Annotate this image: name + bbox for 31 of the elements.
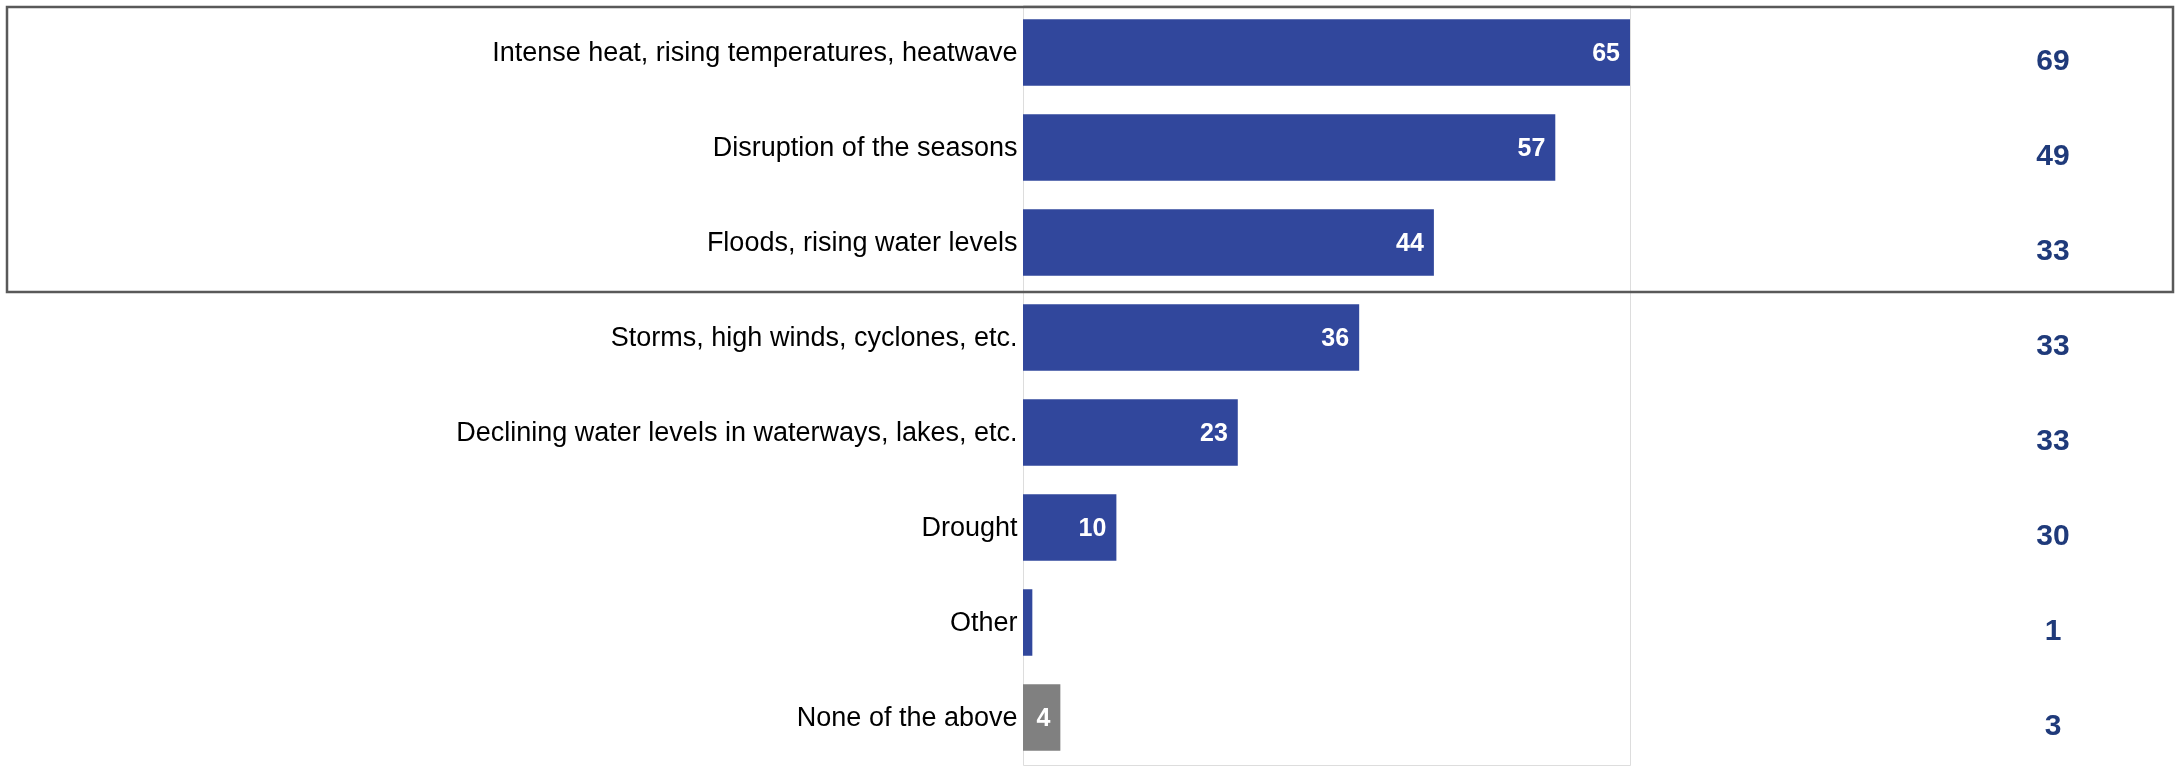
bar	[1023, 494, 1117, 561]
text: 33	[2036, 422, 2070, 456]
data-label: 57	[1517, 132, 1546, 161]
bar	[1023, 209, 1434, 276]
bar	[1023, 399, 1238, 466]
text: 69	[2036, 42, 2070, 76]
text: 49	[2036, 137, 2070, 171]
y-tick-label: Intense heat, rising temperatures, heatwave	[492, 36, 1018, 67]
y-tick-label: None of the above	[796, 701, 1018, 732]
y-tick-label: Drought	[921, 511, 1018, 542]
y-tick-label: Other	[949, 606, 1018, 637]
text: 33	[2036, 327, 2070, 361]
y-tick-label: Storms, high winds, cyclones, etc.	[610, 321, 1018, 352]
y-tick-label: Disruption of the seasons	[712, 131, 1018, 162]
text: 33	[2036, 232, 2070, 266]
text: 1	[2044, 612, 2062, 646]
data-label: 4	[1036, 702, 1051, 731]
bar	[1023, 19, 1630, 86]
bar	[1023, 589, 1033, 656]
y-tick-label: Floods, rising water levels	[706, 226, 1018, 257]
data-label: 65	[1592, 37, 1621, 66]
bar	[1023, 114, 1556, 181]
text: 30	[2036, 517, 2070, 551]
y-tick-label: Declining water levels in waterways, lakes, etc.	[456, 416, 1018, 447]
data-label: 36	[1321, 322, 1350, 351]
bar	[1023, 684, 1061, 751]
data-label: 23	[1199, 417, 1228, 446]
bar	[1023, 304, 1360, 371]
data-label: 10	[1078, 512, 1107, 541]
data-label: 44	[1396, 227, 1424, 256]
text: 3	[2044, 707, 2062, 741]
